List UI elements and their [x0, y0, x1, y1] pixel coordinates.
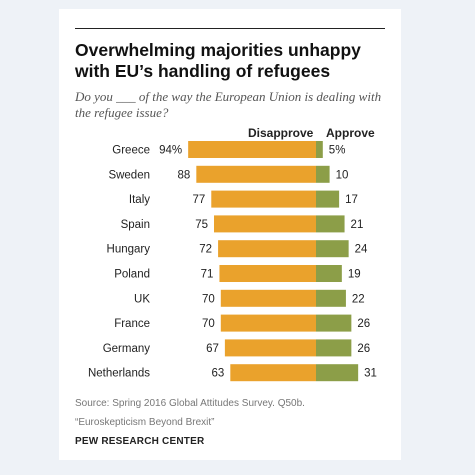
disapprove-value-spain: 75 — [195, 219, 208, 231]
category-label-netherlands: Netherlands — [88, 368, 150, 380]
category-label-france: France — [114, 318, 150, 330]
legend-disapprove: Disapprove — [248, 126, 314, 140]
report-note: “Euroskepticism Beyond Brexit” — [75, 417, 215, 428]
category-label-spain: Spain — [121, 219, 150, 231]
approve-value-spain: 21 — [351, 219, 364, 231]
disapprove-bar-sweden — [196, 165, 316, 183]
approve-value-netherlands: 31 — [364, 368, 377, 380]
approve-value-greece: 5% — [329, 145, 346, 157]
chart-card — [59, 9, 401, 460]
approve-value-germany: 26 — [357, 343, 370, 355]
disapprove-bar-greece — [188, 141, 316, 158]
disapprove-bar-france — [220, 314, 316, 332]
approve-bar-greece — [316, 141, 323, 158]
disapprove-value-france: 70 — [202, 318, 215, 330]
disapprove-bar-spain — [214, 215, 316, 233]
disapprove-bar-netherlands — [230, 364, 316, 382]
approve-bar-uk — [316, 289, 346, 307]
category-label-uk: UK — [134, 293, 150, 305]
approve-bar-poland — [316, 265, 342, 282]
category-label-poland: Poland — [114, 269, 150, 281]
disapprove-value-italy: 77 — [192, 194, 205, 206]
chart-title: Overwhelming majorities unhappy with EU’… — [75, 40, 361, 81]
approve-bar-spain — [316, 215, 345, 233]
chart-subtitle: Do you ___ of the way the European Union… — [75, 89, 382, 120]
disapprove-value-poland: 71 — [201, 269, 214, 281]
disapprove-value-sweden: 88 — [178, 169, 191, 181]
category-label-sweden: Sweden — [108, 169, 150, 181]
approve-bar-sweden — [316, 165, 330, 183]
brand-label: PEW RESEARCH CENTER — [75, 436, 205, 447]
approve-bar-netherlands — [316, 364, 359, 382]
approve-value-sweden: 10 — [336, 169, 349, 181]
approve-value-uk: 22 — [352, 293, 365, 305]
disapprove-bar-hungary — [218, 240, 316, 258]
category-label-italy: Italy — [129, 194, 150, 206]
category-label-germany: Germany — [103, 343, 151, 355]
disapprove-value-netherlands: 63 — [212, 368, 225, 380]
legend-approve: Approve — [326, 126, 375, 140]
approve-bar-france — [316, 314, 352, 332]
disapprove-bar-poland — [219, 265, 316, 282]
disapprove-value-hungary: 72 — [199, 244, 212, 256]
disapprove-value-uk: 70 — [202, 293, 215, 305]
disapprove-bar-germany — [224, 339, 316, 357]
disapprove-value-germany: 67 — [206, 343, 219, 355]
approve-value-italy: 17 — [345, 194, 358, 206]
approve-value-france: 26 — [357, 318, 370, 330]
approve-bar-hungary — [316, 240, 349, 258]
disapprove-bar-italy — [211, 190, 316, 208]
category-label-hungary: Hungary — [107, 244, 151, 256]
disapprove-bar-uk — [220, 289, 316, 307]
disapprove-value-greece: 94% — [159, 145, 182, 157]
top-rule — [75, 28, 385, 29]
approve-value-poland: 19 — [348, 269, 361, 281]
approve-bar-italy — [316, 190, 340, 208]
category-label-greece: Greece — [112, 145, 150, 157]
approve-value-hungary: 24 — [355, 244, 368, 256]
source-note: Source: Spring 2016 Global Attitudes Sur… — [75, 398, 305, 409]
approve-bar-germany — [316, 339, 352, 357]
